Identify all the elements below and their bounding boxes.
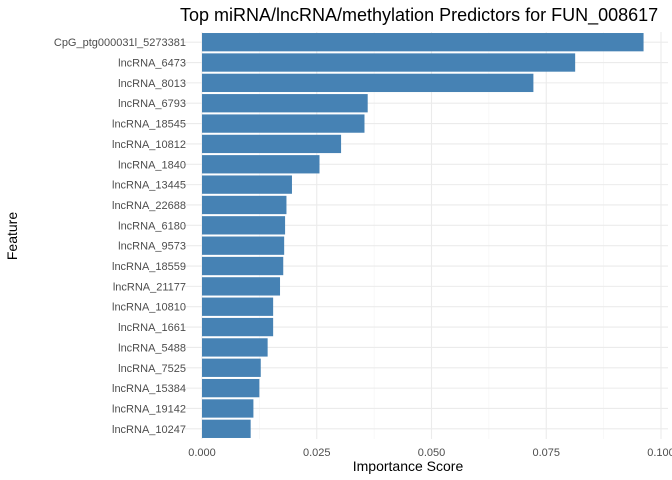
bar-lncRNA_7525 <box>202 358 261 377</box>
y-tick-label: lncRNA_7525 <box>118 363 186 375</box>
y-tick-label: lncRNA_6180 <box>118 220 186 232</box>
y-tick-label: lncRNA_18559 <box>112 261 186 273</box>
bar-lncRNA_5488 <box>202 338 268 357</box>
bar-CpG_ptg000031l_5273381 <box>202 33 644 52</box>
y-tick-label: lncRNA_13445 <box>112 180 186 192</box>
bar-lncRNA_9573 <box>202 236 285 255</box>
bar-lncRNA_1840 <box>202 155 320 174</box>
bar-lncRNA_18545 <box>202 114 365 133</box>
grid <box>183 32 668 439</box>
y-tick-label: lncRNA_22688 <box>112 200 186 212</box>
x-tick-label: 0.100 <box>647 447 672 459</box>
y-tick-label: lncRNA_10812 <box>112 139 186 151</box>
x-tick-label: 0.050 <box>418 447 446 459</box>
x-tick-labels: 0.000 0.025 0.050 0.075 0.100 <box>188 447 672 459</box>
y-tick-label: lncRNA_10810 <box>112 302 186 314</box>
x-axis-title: Importance Score <box>353 458 464 474</box>
bar-lncRNA_15384 <box>202 378 260 398</box>
bar-lncRNA_6793 <box>202 94 368 113</box>
y-tick-label: lncRNA_6793 <box>118 98 186 110</box>
bar-lncRNA_1661 <box>202 317 274 337</box>
y-tick-label: lncRNA_15384 <box>112 383 186 395</box>
y-tick-label: lncRNA_21177 <box>113 281 186 293</box>
bar-lncRNA_18559 <box>202 256 284 276</box>
y-tick-label: lncRNA_9573 <box>118 241 186 253</box>
bar-lncRNA_10810 <box>202 297 274 316</box>
chart-title: Top miRNA/lncRNA/methylation Predictors … <box>180 5 658 26</box>
bars <box>202 33 644 438</box>
y-tick-label: CpG_ptg000031l_5273381 <box>54 37 186 49</box>
y-tick-labels: CpG_ptg000031l_5273381 lncRNA_6473 lncRNA_… <box>54 37 186 436</box>
bar-lncRNA_19142 <box>202 399 254 418</box>
bar-lncRNA_22688 <box>202 195 287 215</box>
bar-lncRNA_21177 <box>202 277 281 296</box>
bar-lncRNA_6473 <box>202 53 576 72</box>
y-tick-label: lncRNA_19142 <box>112 403 186 415</box>
x-tick-label: 0.075 <box>532 447 560 459</box>
y-tick-label: lncRNA_10247 <box>112 424 186 436</box>
bar-lncRNA_13445 <box>202 175 292 194</box>
y-tick-label: lncRNA_5488 <box>118 342 186 354</box>
bar-lncRNA_8013 <box>202 73 534 93</box>
x-tick-label: 0.025 <box>303 447 331 459</box>
bar-lncRNA_10812 <box>202 134 342 154</box>
y-tick-label: lncRNA_6473 <box>118 58 186 70</box>
y-tick-label: lncRNA_8013 <box>118 78 186 90</box>
y-tick-label: lncRNA_18545 <box>112 119 186 131</box>
y-axis-title: Feature <box>4 212 20 260</box>
y-tick-label: lncRNA_1661 <box>118 322 186 334</box>
bar-lncRNA_10247 <box>202 419 251 438</box>
x-tick-label: 0.000 <box>188 447 216 459</box>
bar-lncRNA_6180 <box>202 216 286 235</box>
y-tick-label: lncRNA_1840 <box>118 159 186 171</box>
